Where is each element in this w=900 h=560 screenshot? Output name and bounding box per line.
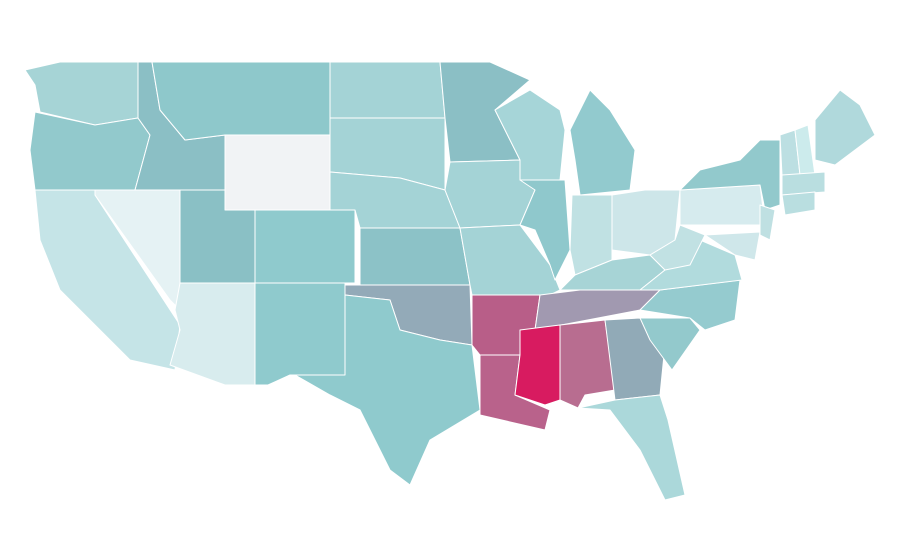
state-region xyxy=(679,184,766,226)
state-region xyxy=(169,282,256,386)
state-region xyxy=(781,191,816,216)
state-region xyxy=(639,317,701,371)
state-region xyxy=(759,204,776,241)
state-region xyxy=(254,209,356,284)
state-region xyxy=(814,89,876,166)
state-region xyxy=(519,179,571,281)
state-region xyxy=(704,231,761,261)
state-region xyxy=(294,294,481,486)
state-region xyxy=(577,394,686,501)
state-region xyxy=(151,61,331,141)
state-region xyxy=(224,134,331,211)
state-region xyxy=(494,89,566,181)
state-region xyxy=(569,89,636,196)
state-region xyxy=(514,324,561,406)
state-region xyxy=(254,282,346,386)
state-region xyxy=(29,111,151,191)
state-region xyxy=(359,227,471,286)
state-region xyxy=(329,61,446,119)
state-region xyxy=(781,171,826,196)
